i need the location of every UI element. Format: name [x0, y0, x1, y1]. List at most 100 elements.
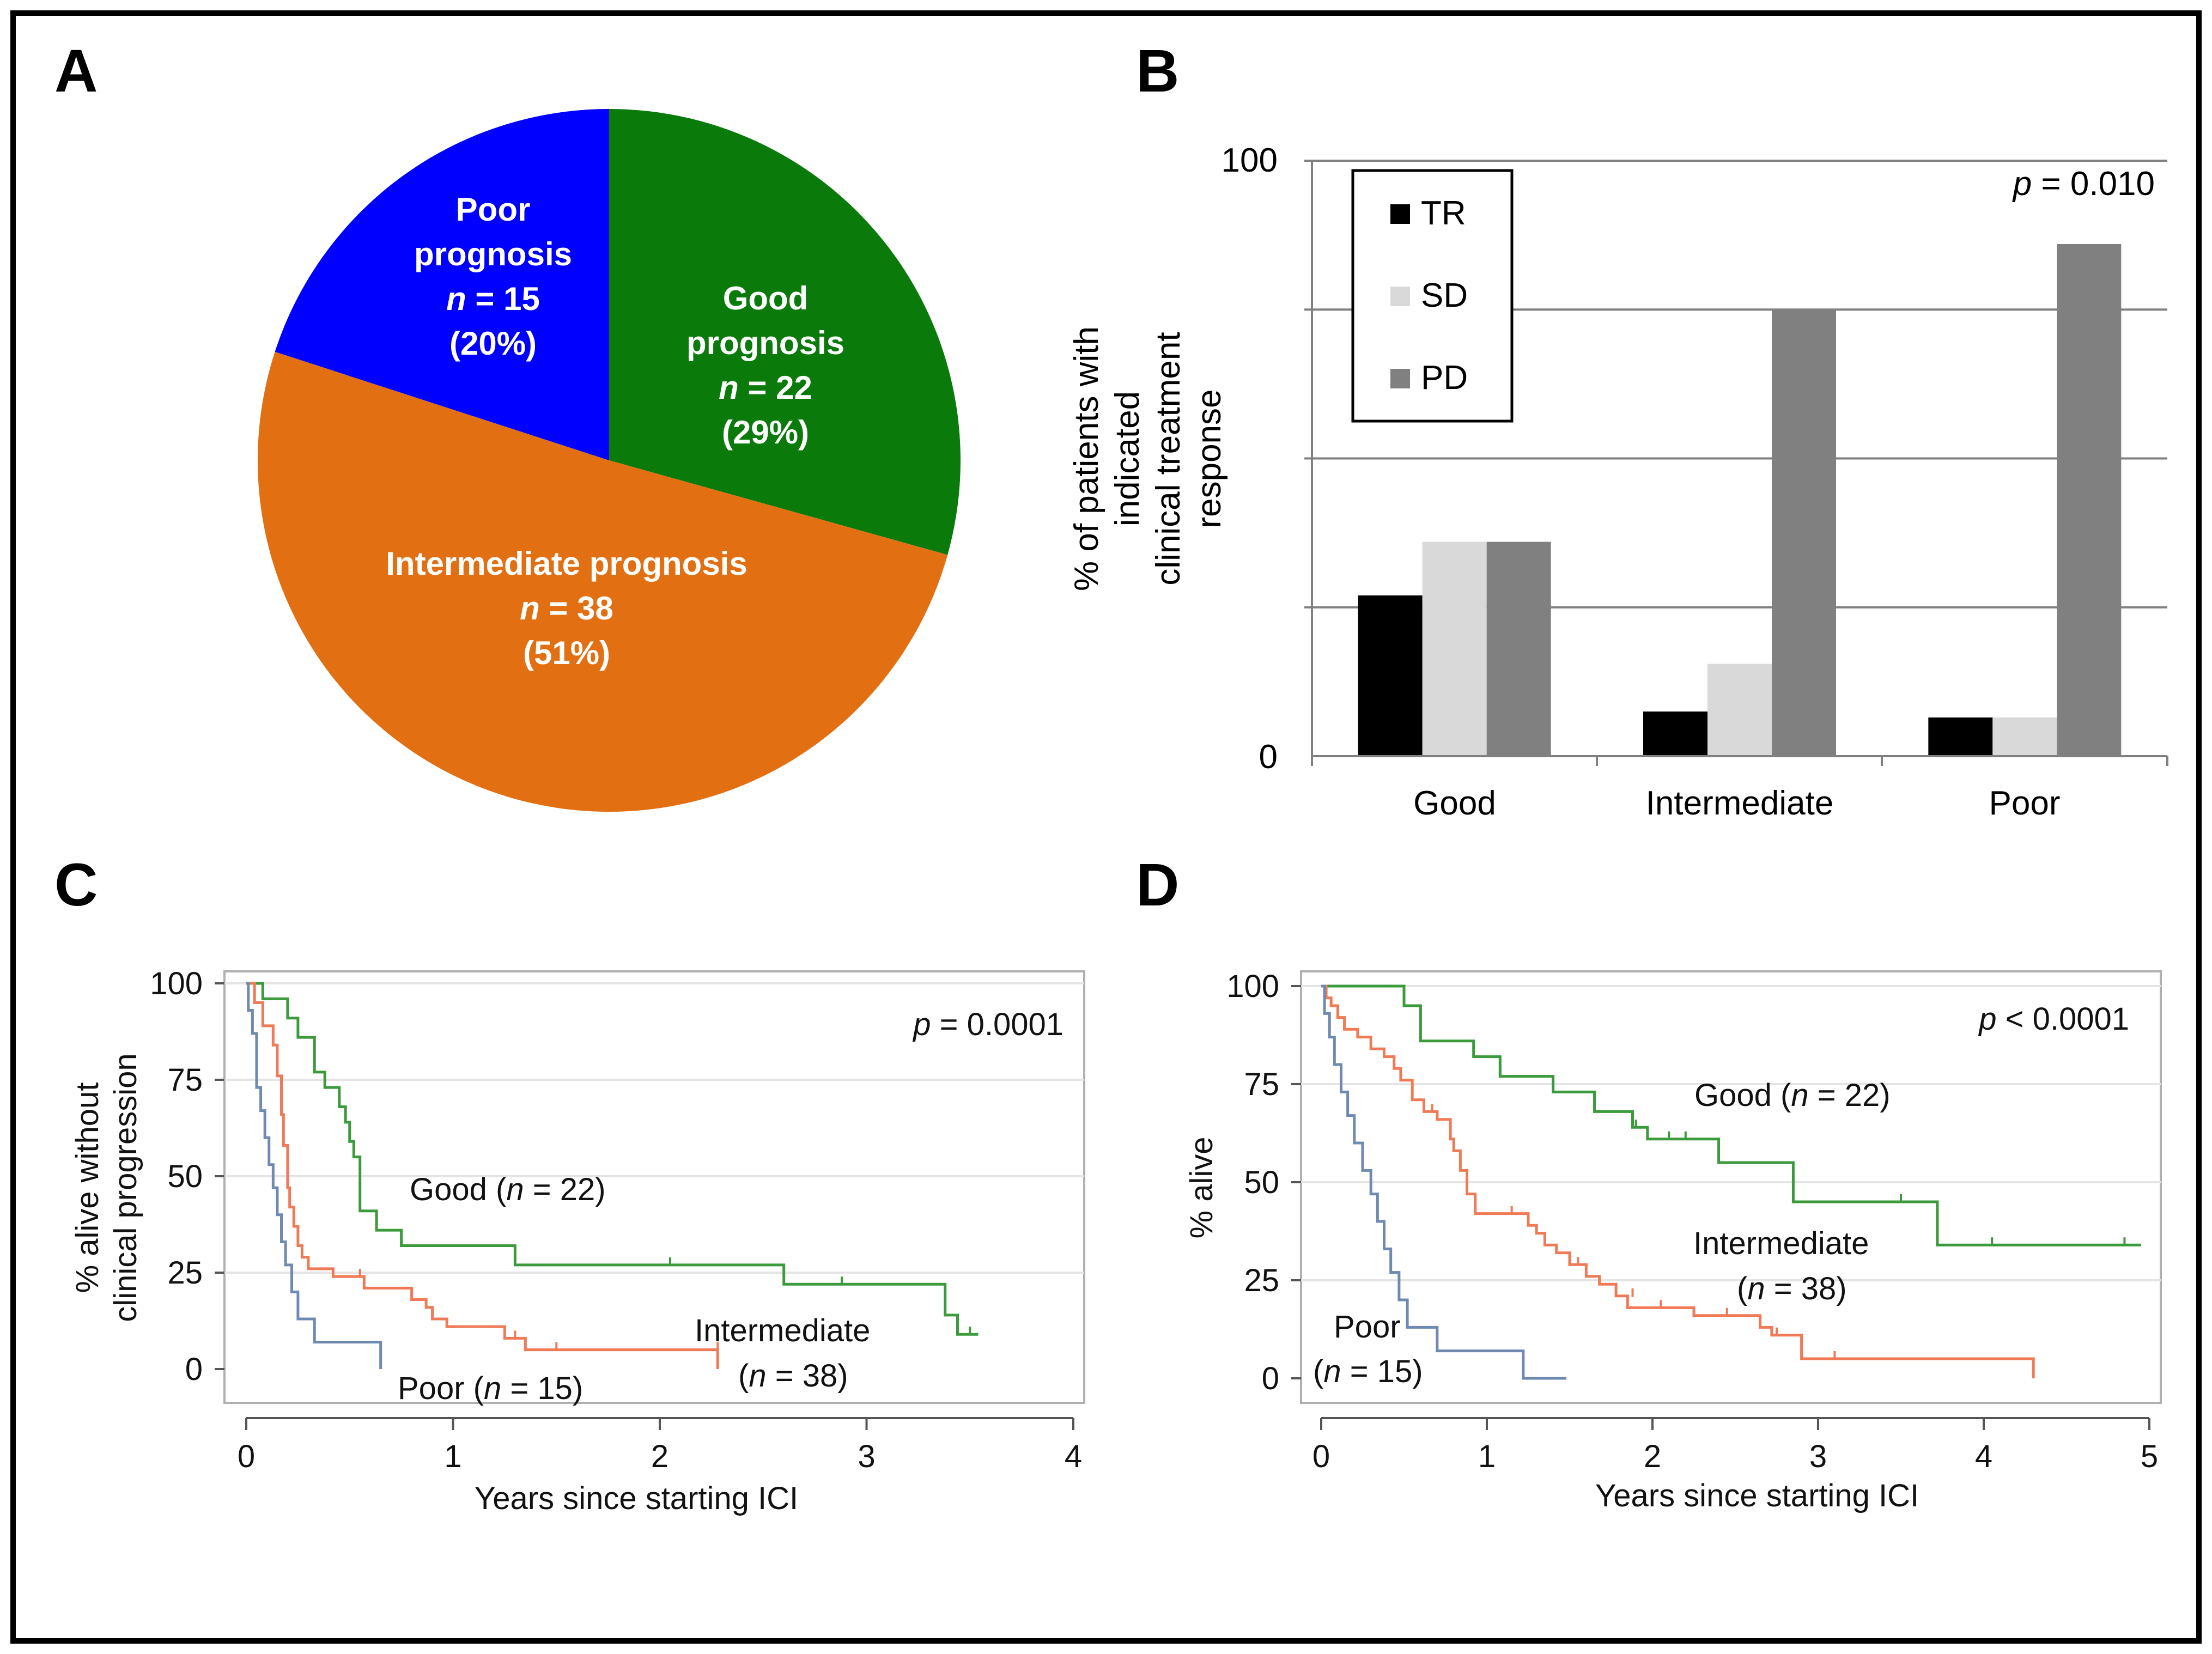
pie-label-poor-line1: Poor [456, 191, 531, 228]
pie-slice-poor [275, 109, 609, 460]
c-xtick-1: 1 [444, 1439, 461, 1474]
bar-sd-poor [1992, 717, 2057, 756]
d-curve-good [1321, 984, 2141, 1246]
d-ytick-50: 50 [1244, 1165, 1279, 1200]
d-xtick-0: 0 [1312, 1439, 1330, 1474]
bar-sd-good [1422, 542, 1487, 756]
b-legend-label-sd: SD [1421, 277, 1468, 314]
b-legend-swatch-pd [1390, 369, 1410, 388]
pie-label-poor-pct: (20%) [449, 325, 537, 362]
d-xtick-5: 5 [2141, 1439, 2158, 1474]
b-ylabel-line1: % of patients with [1068, 326, 1105, 591]
c-curve-poor [246, 982, 382, 1369]
d-ylabel: % alive [1184, 1137, 1219, 1239]
d-xtick-4: 4 [1975, 1439, 1992, 1474]
c-xtick-2: 2 [651, 1439, 669, 1474]
d-label-poor-line2: (n = 15) [1313, 1354, 1423, 1389]
b-ytick-0: 0 [1259, 738, 1278, 776]
bar-tr-good [1358, 595, 1423, 756]
bar-tr-poor [1928, 717, 1993, 756]
d-curve-poor [1321, 984, 1566, 1380]
d-curve-intermediate [1321, 984, 2035, 1378]
d-xtick-3: 3 [1809, 1439, 1827, 1474]
pie-label-good-n: n = 22 [719, 369, 812, 406]
b-xtick-poor: Poor [1989, 785, 2061, 822]
c-ytick-50: 50 [167, 1159, 203, 1194]
pie-label-intermediate-line1: Intermediate prognosis [386, 545, 747, 582]
c-curve-good [246, 982, 979, 1336]
bar-pd-good [1486, 542, 1551, 756]
pie-label-good-line1: Good [723, 280, 809, 317]
b-p-value: p = 0.010 [2012, 165, 2155, 203]
d-label-poor-line1: Poor [1334, 1309, 1401, 1345]
bar-pd-poor [2057, 244, 2122, 756]
d-y-axis-title: % alive [1184, 1137, 1219, 1239]
d-label-intermediate-line1: Intermediate [1693, 1226, 1869, 1261]
d-ytick-25: 25 [1244, 1263, 1279, 1298]
c-ylabel-line2: clinical progression [108, 1053, 143, 1322]
d-xtick-2: 2 [1644, 1439, 1661, 1474]
b-legend-box [1351, 169, 1514, 423]
c-ytick-0: 0 [185, 1352, 203, 1387]
c-ytick-75: 75 [167, 1062, 203, 1098]
b-legend: TR SD PD [1351, 169, 1514, 423]
b-ylabel-line4: response [1190, 389, 1228, 528]
c-plot-frame [223, 970, 1085, 1404]
b-ylabel-line3: clinical treatment [1150, 332, 1187, 585]
panel-d-survival-chart: D 0 25 50 75 100 0 1 2 3 4 5 p < 0.0001 Good (n = … [1136, 852, 2162, 1513]
panel-label-b: B [1136, 38, 1179, 105]
panel-b-bar-chart: B 0 100 Good Intermediate Poor % of pati… [1068, 38, 2168, 822]
pie-label-good-line2: prognosis [686, 325, 844, 361]
c-label-good: Good (n = 22) [410, 1172, 606, 1207]
pie-label-good-pct: (29%) [722, 414, 809, 451]
d-label-good: Good (n = 22) [1694, 1078, 1891, 1113]
d-ytick-0: 0 [1262, 1361, 1279, 1396]
c-xtick-0: 0 [238, 1439, 255, 1474]
c-label-intermediate-line1: Intermediate [695, 1313, 870, 1348]
c-label-intermediate-line2: (n = 38) [738, 1358, 848, 1394]
panel-c-survival-chart: C 0 25 50 75 100 0 1 2 3 4 p = 0.0001 Good (n = 2… [54, 852, 1085, 1516]
c-xtick-3: 3 [858, 1439, 875, 1474]
panel-a-pie-chart: A Good prognosis n = 22 (29%) Intermedia… [54, 38, 961, 812]
c-y-axis-title: % alive without clinical progression [70, 1053, 143, 1322]
b-ytick-100: 100 [1222, 142, 1278, 179]
bar-pd-intermediate [1772, 309, 1836, 756]
bar-tr-intermediate [1643, 712, 1707, 756]
panel-label-c: C [54, 852, 98, 919]
d-plot-frame [1300, 970, 2162, 1404]
c-xtick-4: 4 [1065, 1439, 1082, 1474]
d-label-intermediate-line2: (n = 38) [1737, 1271, 1847, 1306]
b-legend-label-pd: PD [1421, 359, 1468, 397]
b-xtick-intermediate: Intermediate [1646, 785, 1834, 822]
d-xtick-1: 1 [1478, 1439, 1496, 1474]
b-ylabel-line2: indicated [1109, 391, 1146, 526]
d-ytick-100: 100 [1226, 969, 1279, 1004]
pie-label-poor-n: n = 15 [446, 281, 540, 317]
pie-label-intermediate: Intermediate prognosis n = 38 (51%) [386, 545, 747, 671]
b-y-axis-title: % of patients with indicated clinical tr… [1068, 326, 1228, 591]
panel-label-a: A [54, 38, 98, 105]
c-ylabel-line1: % alive without [70, 1083, 105, 1293]
pie-label-good: Good prognosis n = 22 (29%) [686, 280, 844, 451]
d-p-value: p < 0.0001 [1978, 1001, 2129, 1037]
c-ytick-100: 100 [150, 966, 203, 1001]
b-xtick-good: Good [1413, 785, 1496, 822]
c-p-value: p = 0.0001 [912, 1007, 1064, 1042]
pie-label-poor: Poor prognosis n = 15 (20%) [414, 191, 572, 362]
bar-sd-intermediate [1707, 664, 1772, 756]
c-curve-intermediate [246, 982, 719, 1369]
pie-label-poor-line2: prognosis [414, 236, 572, 272]
b-legend-swatch-sd [1390, 287, 1410, 306]
c-x-axis-title: Years since starting ICI [475, 1481, 798, 1516]
pie-label-intermediate-n: n = 38 [520, 590, 613, 627]
pie-label-intermediate-pct: (51%) [523, 635, 610, 671]
b-legend-swatch-tr [1390, 204, 1410, 224]
d-ytick-75: 75 [1244, 1067, 1279, 1102]
figure-border [10, 10, 2202, 1644]
c-ytick-25: 25 [167, 1255, 203, 1291]
d-x-axis-title: Years since starting ICI [1595, 1478, 1919, 1513]
pie-slice-good [609, 109, 961, 555]
panel-label-d: D [1136, 852, 1179, 919]
b-legend-label-tr: TR [1421, 194, 1466, 232]
